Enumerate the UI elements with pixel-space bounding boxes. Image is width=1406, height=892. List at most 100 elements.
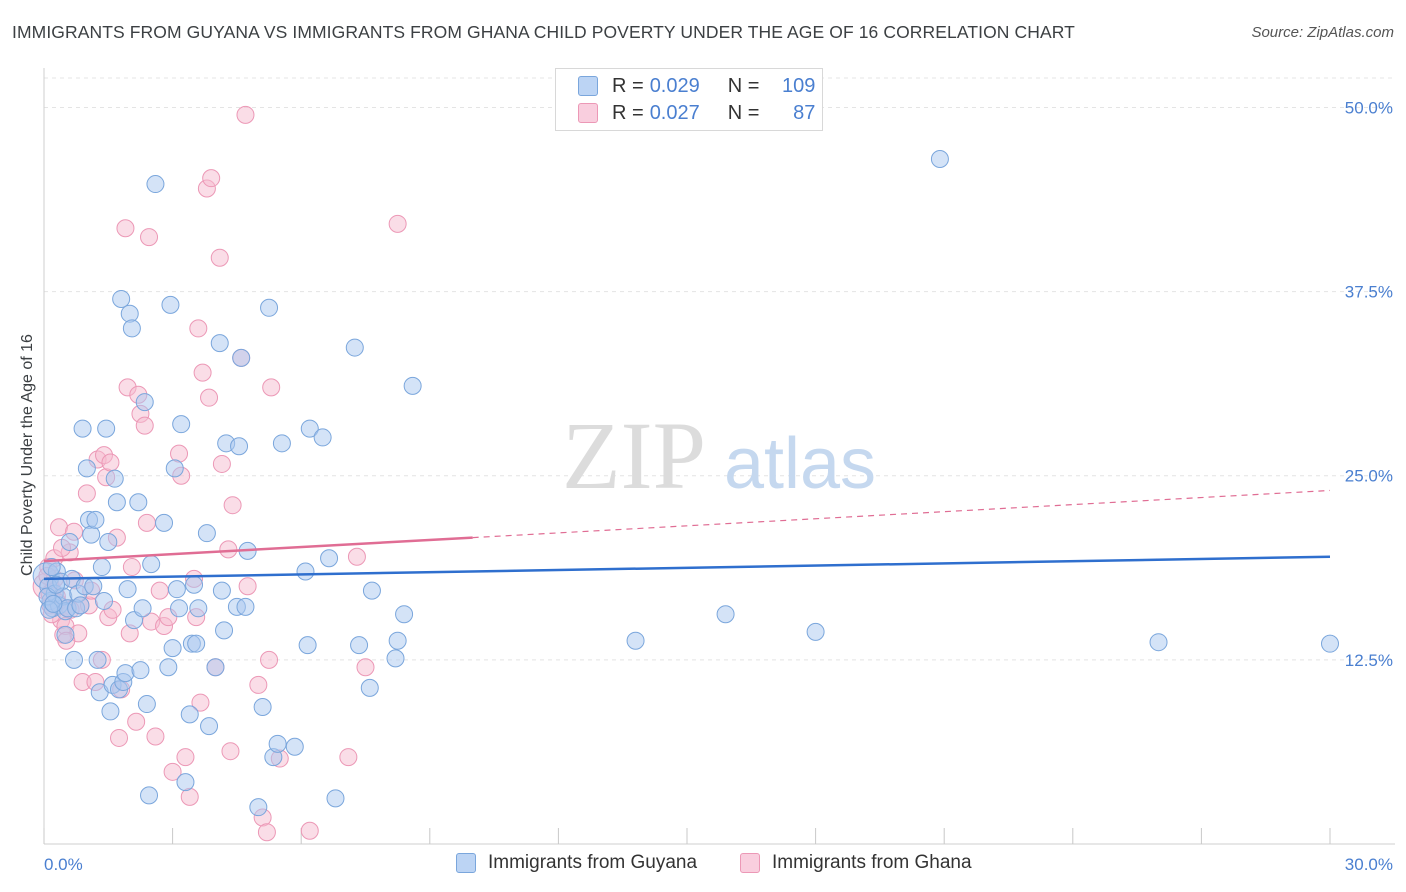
guyana-point [268, 734, 287, 753]
guyana-point [206, 658, 225, 677]
tick-labels: 12.5% 25.0% 37.5% 50.0% 0.0% 30.0% [44, 98, 1393, 874]
guyana-point [165, 459, 184, 478]
guyana-point [388, 631, 407, 650]
n-value: 87 [793, 101, 816, 124]
guyana-point [326, 789, 345, 808]
guyana-point [116, 664, 135, 683]
ghana-point [236, 105, 255, 124]
ghana-point [193, 363, 212, 382]
legend-row-guyana: R = 0.029 N = 109 [578, 74, 815, 98]
guyana-point [167, 580, 186, 599]
ghana-point [77, 484, 96, 503]
guyana-point [185, 575, 204, 594]
guyana-point [395, 605, 414, 624]
n-label: N = [727, 101, 760, 124]
guyana-point [101, 702, 120, 721]
ghana-point [135, 416, 154, 435]
guyana-point [210, 334, 229, 353]
trend-lines [43, 489, 1331, 581]
guyana-point [118, 580, 137, 599]
guyana-point [350, 636, 369, 655]
watermark-zip: ZIP [562, 402, 706, 509]
guyana-point [200, 717, 219, 736]
guyana-point [155, 513, 174, 532]
guyana-point [716, 605, 735, 624]
r-label: R = [612, 101, 644, 124]
ghana-point [146, 727, 165, 746]
legend-item-ghana: Immigrants from Ghana [740, 852, 972, 874]
source-credit: Source: ZipAtlas.com [1251, 24, 1394, 41]
ghana-point [127, 712, 146, 731]
guyana-point [129, 493, 148, 512]
ghana-point [191, 693, 210, 712]
x-tick-label: 0.0% [44, 855, 83, 874]
y-tick-label: 50.0% [1345, 98, 1393, 117]
guyana-point [84, 577, 103, 596]
guyana-point [215, 621, 234, 640]
ghana-point [189, 319, 208, 338]
guyana-point [626, 631, 645, 650]
guyana-point [176, 773, 195, 792]
ghana-trend-line-dashed [472, 489, 1331, 539]
ghana-point [300, 821, 319, 840]
guyana-point [313, 428, 332, 447]
ghana-point [110, 728, 129, 747]
guyana-swatch [578, 76, 598, 96]
guyana-point [71, 596, 90, 615]
guyana-point [92, 558, 111, 577]
guyana-point [131, 661, 150, 680]
guyana-point [320, 549, 339, 568]
guyana-point [47, 575, 66, 594]
guyana-point [159, 658, 178, 677]
guyana-point [232, 348, 251, 367]
guyana-point [296, 562, 315, 581]
axes [43, 68, 1395, 845]
ghana-swatch [578, 103, 598, 123]
guyana-point [105, 469, 124, 488]
legend-label-ghana: Immigrants from Ghana [772, 852, 972, 873]
guyana-point [172, 415, 191, 434]
r-value: 0.029 [649, 74, 700, 97]
correlation-legend: R = 0.029 N = 109 R = 0.027 N = 87 [555, 68, 823, 131]
ghana-point [202, 169, 221, 188]
y-tick-label: 37.5% [1345, 283, 1393, 302]
guyana-points [32, 150, 1339, 817]
guyana-point [285, 737, 304, 756]
guyana-point [298, 636, 317, 655]
guyana-point [99, 533, 118, 552]
guyana-point [133, 599, 152, 618]
ghana-point [101, 453, 120, 472]
ghana-point [219, 540, 238, 559]
guyana-point [65, 650, 84, 669]
ghana-point [116, 219, 135, 238]
guyana-point [403, 376, 422, 395]
guyana-point [189, 599, 208, 618]
guyana-point [272, 434, 291, 453]
guyana-point [142, 555, 161, 574]
ghana-point [257, 823, 276, 842]
guyana-point [163, 639, 182, 658]
guyana-point [97, 419, 116, 438]
ghana-point [347, 547, 366, 566]
guyana-point [60, 533, 79, 552]
guyana-swatch [456, 853, 476, 873]
ghana-point [356, 658, 375, 677]
n-value: 109 [782, 74, 816, 97]
r-value: 0.027 [649, 101, 700, 124]
guyana-point [107, 493, 126, 512]
guyana-point [300, 419, 319, 438]
ghana-point [223, 496, 242, 515]
guyana-point [806, 622, 825, 641]
guyana-trend-line [43, 555, 1331, 581]
guyana-point [236, 597, 255, 616]
guyana-point [44, 594, 63, 613]
guyana-point [161, 295, 180, 314]
guyana-point [360, 678, 379, 697]
ghana-point [163, 762, 182, 781]
ghana-trend-line-solid [43, 536, 473, 563]
guyana-point [170, 599, 189, 618]
guyana-point [135, 393, 154, 412]
ghana-swatch [740, 853, 760, 873]
guyana-point [1149, 633, 1168, 652]
